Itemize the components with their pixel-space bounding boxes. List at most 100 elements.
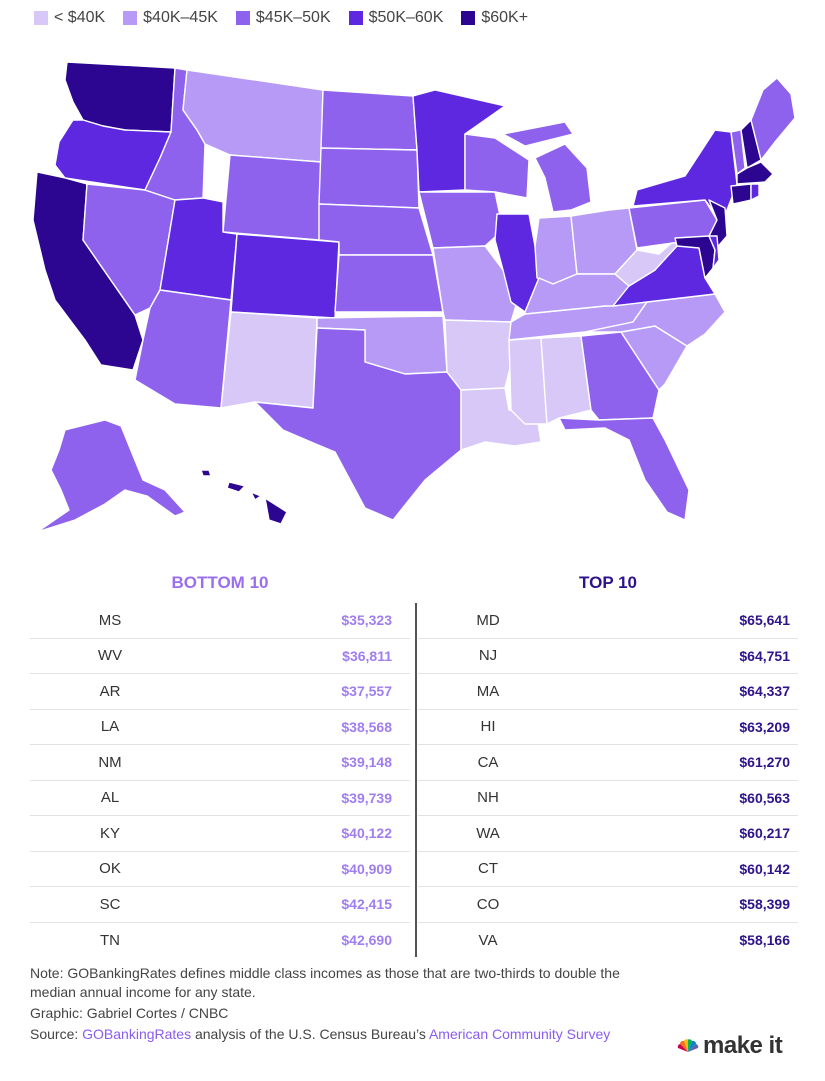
income-value: $35,323 [341,612,392,629]
source-link-acs[interactable]: American Community Survey [428,1026,611,1042]
cnbc-peacock-icon [677,1039,699,1052]
state-nc [584,293,726,347]
state-ar [444,319,518,391]
legend-swatch [123,11,138,25]
top-10-table: TOP 10 MD $65,641 NJ $64,751 MA $64,337 HI $63,… [418,573,798,958]
state-me [750,77,795,161]
income-value: $64,751 [739,647,790,664]
footnotes: Note: GOBankingRates defines middle clas… [30,964,650,1046]
state-ks [334,254,444,313]
state-ia [418,191,504,249]
table-row: MA $64,337 [418,674,798,710]
legend-item: $50K–60K [348,9,444,27]
table-row: KY $40,122 [30,816,410,852]
source-mid: analysis of the U.S. Census Bureau’s [191,1026,429,1042]
legend: < $40K $40K–45K $45K–50K $50K–60K $60K+ [34,9,528,27]
legend-label: < $40K [54,9,106,26]
state-de [708,235,720,269]
income-value: $36,811 [342,647,392,664]
legend-label: $45K–50K [255,9,331,26]
table-row: HI $63,209 [418,710,798,745]
logo-text: make it [703,1032,783,1059]
bottom-10-rows: MS $35,323 WV $36,811 AR $37,557 LA $38,568 NM $3… [30,603,410,958]
state-abbr: NH [477,789,499,807]
note-text: Note: GOBankingRates defines middle clas… [30,965,620,1000]
state-abbr: CO [476,895,500,913]
income-value: $60,142 [739,860,790,877]
state-abbr: MA [476,682,500,700]
cnbc-make-it-logo: make it [677,1032,783,1060]
us-map-svg [32,61,795,533]
income-value: $58,166 [739,932,790,949]
legend-swatch [461,11,476,25]
state-in [534,215,578,285]
legend-label: $60K+ [481,9,529,26]
table-row: SC $42,415 [30,887,410,923]
state-nm [220,311,318,409]
legend-swatch [235,11,250,25]
legend-item: $60K+ [461,9,528,27]
income-value: $37,557 [341,683,392,700]
table-row: CT $60,142 [418,852,798,887]
income-value: $38,568 [341,718,392,735]
table-row: AR $37,557 [30,674,410,710]
table-row: TN $42,690 [30,923,410,959]
state-abbr: WA [476,824,500,842]
state-tx [254,327,462,521]
state-abbr: CA [477,753,499,771]
state-abbr: KY [99,824,120,842]
state-abbr: MS [98,611,122,629]
state-az [134,289,232,409]
state-ct [730,183,752,205]
state-abbr: LA [100,718,120,736]
state-abbr: OK [99,860,121,878]
rankings-tables: BOTTOM 10 MS $35,323 WV $36,811 AR $37,557 LA $… [30,573,810,963]
table-row: WA $60,217 [418,816,798,852]
income-value: $40,122 [341,825,392,842]
income-value: $64,337 [739,683,790,700]
source-link-gobankingrates[interactable]: GOBankingRates [82,1026,192,1042]
state-wy [222,154,322,241]
state-abbr: NJ [478,647,498,665]
state-ri [750,183,760,201]
table-row: MS $35,323 [30,603,410,639]
table-row: VA $58,166 [418,923,798,959]
state-vt [730,129,746,175]
state-abbr: TN [100,931,120,949]
state-abbr: NM [98,753,122,771]
bottom-10-title: BOTTOM 10 [171,573,269,592]
table-row: CA $61,270 [418,745,798,781]
legend-label: $40K–45K [143,9,218,26]
legend-label: $50K–60K [368,9,444,26]
income-value: $42,415 [341,896,392,913]
state-fl [558,417,690,521]
state-nd [320,89,418,151]
state-abbr: AR [99,682,121,700]
income-value: $40,909 [341,860,392,877]
income-value: $39,148 [341,754,392,771]
graphic-credit: Graphic: Gabriel Cortes / CNBC [30,1005,229,1021]
income-value: $39,739 [341,789,392,806]
top-10-rows: MD $65,641 NJ $64,751 MA $64,337 HI $63,209 CA $6… [418,603,798,958]
state-abbr: SC [99,895,121,913]
table-divider [415,603,417,957]
source-prefix: Source: [30,1026,83,1042]
table-row: CO $58,399 [418,887,798,923]
state-abbr: MD [476,611,500,629]
table-row: NH $60,563 [418,781,798,816]
income-value: $63,209 [739,718,790,735]
legend-swatch [34,11,48,25]
legend-item: $40K–45K [123,9,218,27]
state-wi [464,133,530,199]
income-value: $61,270 [739,754,790,771]
state-abbr: AL [100,789,120,807]
bottom-10-table: BOTTOM 10 MS $35,323 WV $36,811 AR $37,557 LA $… [30,573,410,958]
table-row: NM $39,148 [30,745,410,781]
legend-swatch [348,11,363,25]
state-ms [508,337,548,425]
state-ak [36,419,186,533]
state-co [230,233,340,319]
legend-item: < $40K [34,9,105,27]
state-abbr: WV [97,647,123,665]
state-abbr: VA [478,931,498,949]
